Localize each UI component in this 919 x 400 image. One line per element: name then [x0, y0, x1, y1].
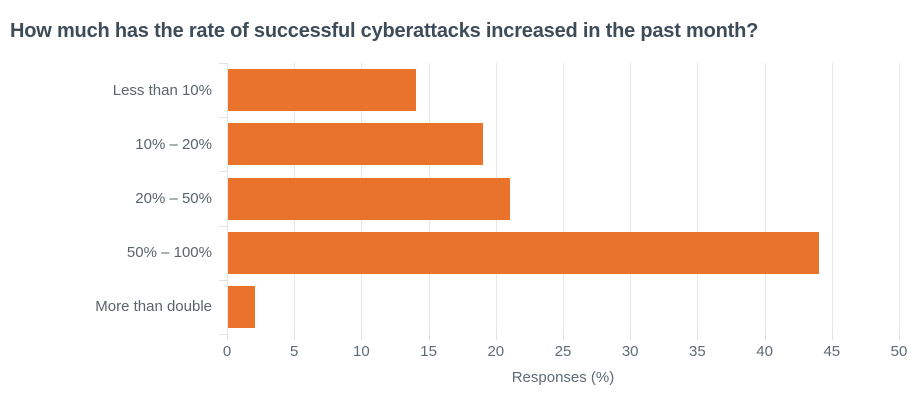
x-tick-label-0: 0 — [222, 343, 232, 360]
y-axis-tick — [219, 63, 227, 64]
category-label-1: 10% – 20% — [135, 135, 212, 153]
x-tick-label-25: 25 — [554, 343, 572, 360]
plot-area — [227, 63, 900, 334]
x-axis-tick-25 — [563, 334, 564, 340]
y-axis-tick — [219, 279, 227, 281]
y-axis-tick — [219, 334, 227, 335]
x-axis-tick-40 — [764, 334, 766, 340]
gridline-35 — [697, 63, 699, 334]
x-axis-tick-5 — [294, 334, 296, 340]
bar-4 — [228, 285, 255, 328]
x-axis-tick-35 — [697, 334, 699, 340]
x-tick-label-10: 10 — [353, 343, 370, 360]
x-tick-label-20: 20 — [487, 343, 505, 360]
category-label-0: Less than 10% — [112, 81, 212, 99]
gridline-25 — [563, 63, 564, 334]
x-axis-tick-0 — [227, 334, 228, 340]
x-axis-tick-50 — [899, 334, 900, 340]
x-axis-tick-30 — [630, 334, 632, 340]
gridline-30 — [630, 63, 632, 334]
x-tick-label-50: 50 — [890, 343, 908, 360]
y-axis-tick — [219, 225, 227, 227]
category-label-4: More than double — [95, 298, 212, 316]
x-tick-label-40: 40 — [756, 343, 773, 360]
category-label-2: 20% – 50% — [135, 189, 212, 207]
bar-3 — [228, 231, 820, 274]
x-tick-label-5: 5 — [290, 343, 299, 360]
x-tick-label-15: 15 — [420, 343, 437, 360]
y-axis-tick — [219, 171, 227, 173]
bar-2 — [228, 177, 511, 220]
x-axis-tick-10 — [361, 334, 363, 340]
x-axis-tick-20 — [495, 334, 497, 340]
category-label-3: 50% – 100% — [126, 244, 212, 262]
x-tick-label-45: 45 — [823, 343, 841, 360]
bar-0 — [228, 69, 417, 112]
x-axis-title: Responses (%) — [511, 369, 615, 386]
x-tick-label-35: 35 — [689, 343, 706, 360]
x-tick-label-30: 30 — [621, 343, 639, 360]
gridline-45 — [831, 63, 833, 334]
chart-title: How much has the rate of successful cybe… — [10, 20, 759, 42]
x-axis-tick-45 — [831, 334, 833, 340]
y-axis-labels: Less than 10% 10% – 20% 20% – 50% 50% – 100… — [0, 63, 212, 334]
x-axis-tick-15 — [428, 334, 430, 340]
bar-1 — [228, 123, 484, 166]
gridline-50 — [899, 63, 900, 334]
gridline-40 — [764, 63, 766, 334]
y-axis-tick — [219, 117, 227, 119]
